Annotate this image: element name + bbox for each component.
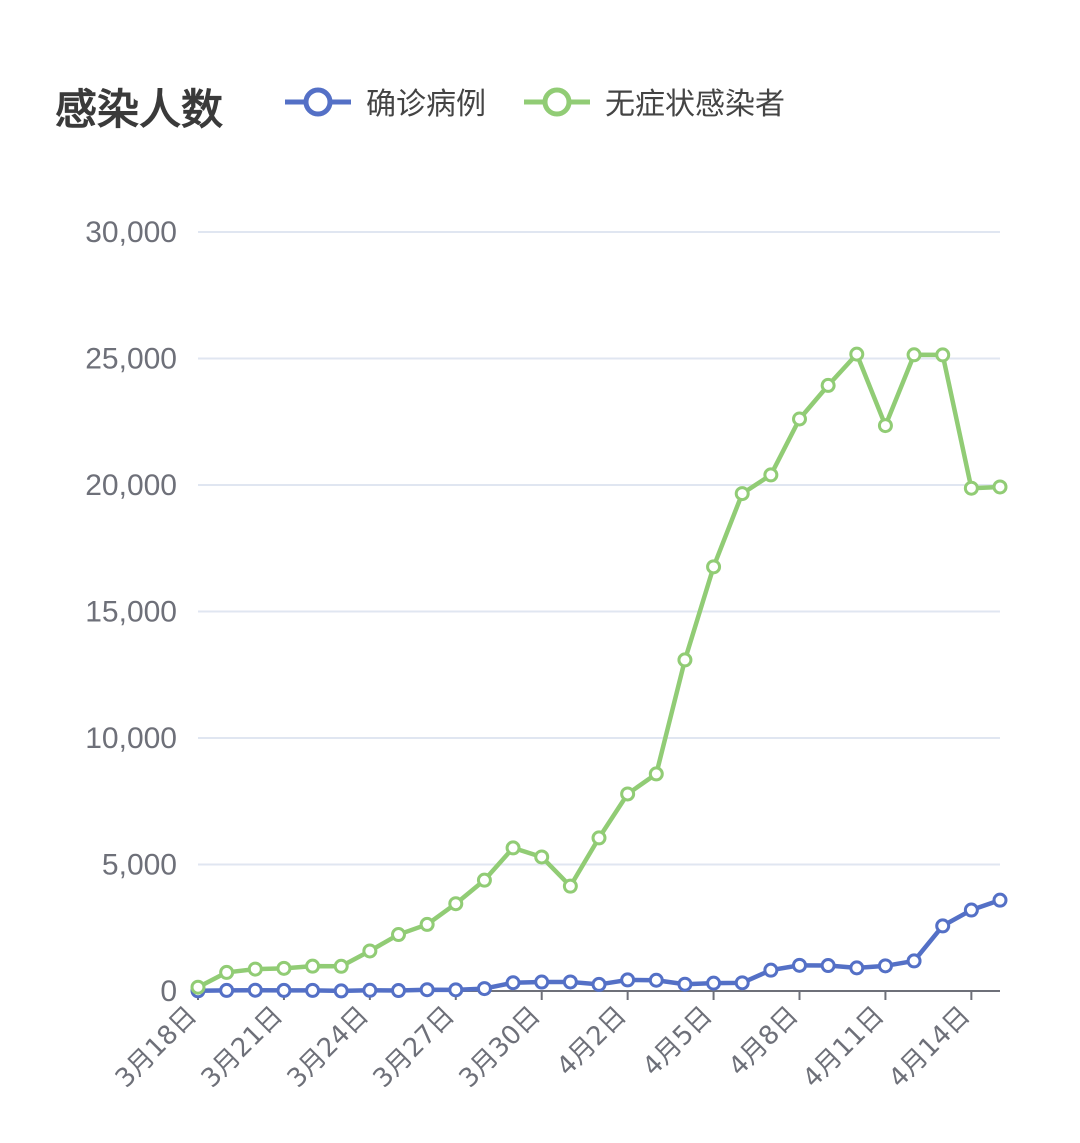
- data-point[interactable]: [591, 976, 607, 992]
- data-point[interactable]: [849, 346, 865, 362]
- data-point[interactable]: [247, 982, 263, 998]
- data-point[interactable]: [562, 878, 578, 894]
- x-tick-label: 4月14日: [883, 1001, 976, 1094]
- series-group: [190, 346, 1008, 995]
- data-point[interactable]: [792, 957, 807, 973]
- x-tick-label: 3月27日: [368, 1001, 461, 1094]
- data-point[interactable]: [448, 896, 464, 912]
- data-point[interactable]: [219, 964, 235, 980]
- data-point[interactable]: [620, 786, 636, 802]
- y-tick-label: 15,000: [85, 596, 177, 629]
- chart-title: 感染人数: [55, 85, 223, 134]
- data-point[interactable]: [734, 975, 750, 991]
- x-tick-label: 4月11日: [797, 1001, 890, 1094]
- data-point[interactable]: [219, 982, 235, 998]
- data-point[interactable]: [963, 902, 979, 918]
- data-point[interactable]: [534, 849, 550, 865]
- data-point[interactable]: [906, 953, 922, 969]
- data-point[interactable]: [763, 467, 779, 483]
- data-point[interactable]: [333, 983, 349, 999]
- data-point[interactable]: [648, 972, 664, 988]
- x-tick-label: 3月24日: [282, 1001, 375, 1094]
- data-point[interactable]: [419, 916, 435, 932]
- chart-legend: 确诊病例 无症状感染者: [285, 87, 785, 122]
- y-tick-label: 0: [160, 975, 177, 1008]
- data-point[interactable]: [276, 960, 292, 976]
- data-point[interactable]: [505, 840, 521, 856]
- data-point[interactable]: [849, 960, 865, 976]
- data-point[interactable]: [706, 975, 722, 991]
- data-point[interactable]: [935, 347, 951, 363]
- data-point[interactable]: [391, 983, 406, 999]
- data-point[interactable]: [648, 766, 664, 782]
- data-point[interactable]: [190, 979, 206, 995]
- y-tick-label: 20,000: [85, 469, 177, 502]
- data-point[interactable]: [820, 377, 836, 393]
- data-point[interactable]: [362, 982, 378, 998]
- series-line: [195, 351, 1003, 990]
- data-point[interactable]: [276, 982, 292, 998]
- data-point[interactable]: [305, 958, 321, 974]
- data-point[interactable]: [305, 982, 321, 998]
- x-tick-label: 4月5日: [637, 1001, 718, 1082]
- data-point[interactable]: [763, 962, 779, 978]
- data-point[interactable]: [935, 918, 951, 934]
- data-point[interactable]: [476, 872, 492, 888]
- y-tick-label: 25,000: [85, 343, 177, 376]
- data-point[interactable]: [820, 958, 836, 974]
- data-point[interactable]: [362, 943, 378, 959]
- legend-label: 无症状感染者: [605, 87, 785, 122]
- data-point[interactable]: [419, 982, 435, 998]
- data-point[interactable]: [792, 411, 807, 427]
- x-tick-label: 3月21日: [196, 1001, 289, 1094]
- data-point[interactable]: [333, 958, 349, 974]
- series-group: [190, 892, 1008, 999]
- y-axis: 0 5,000 10,000 15,000 20,000 25,000 30,000: [85, 216, 177, 1008]
- x-tick-label: 4月8日: [723, 1001, 804, 1082]
- x-tick-label: 4月2日: [551, 1001, 632, 1082]
- data-point[interactable]: [247, 961, 263, 977]
- data-point[interactable]: [591, 830, 607, 846]
- data-point[interactable]: [505, 975, 521, 991]
- data-point[interactable]: [963, 480, 979, 496]
- series-layer: [190, 346, 1008, 999]
- data-point[interactable]: [620, 972, 636, 988]
- grid-lines: [198, 231, 1000, 866]
- data-point[interactable]: [534, 974, 550, 990]
- data-point[interactable]: [562, 974, 578, 990]
- legend-item[interactable]: 确诊病例: [285, 87, 486, 122]
- legend-marker-icon: [542, 87, 572, 117]
- legend-label: 确诊病例: [366, 87, 486, 122]
- legend-marker-icon: [303, 87, 333, 117]
- data-point[interactable]: [734, 486, 750, 502]
- y-tick-label: 10,000: [85, 722, 177, 755]
- data-point[interactable]: [877, 958, 893, 974]
- x-tick-label: 3月30日: [454, 1001, 547, 1094]
- data-point[interactable]: [677, 976, 693, 992]
- x-tick-label: 3月18日: [110, 1001, 203, 1094]
- y-tick-label: 30,000: [85, 216, 177, 249]
- legend-item[interactable]: 无症状感染者: [524, 87, 785, 122]
- data-point[interactable]: [706, 559, 722, 575]
- data-point[interactable]: [992, 479, 1008, 495]
- data-point[interactable]: [448, 982, 464, 998]
- data-point[interactable]: [391, 927, 406, 943]
- data-point[interactable]: [476, 981, 492, 997]
- data-point[interactable]: [877, 418, 893, 434]
- data-point[interactable]: [992, 892, 1008, 908]
- data-point[interactable]: [677, 652, 693, 668]
- data-point[interactable]: [906, 347, 922, 363]
- y-tick-label: 5,000: [102, 849, 177, 882]
